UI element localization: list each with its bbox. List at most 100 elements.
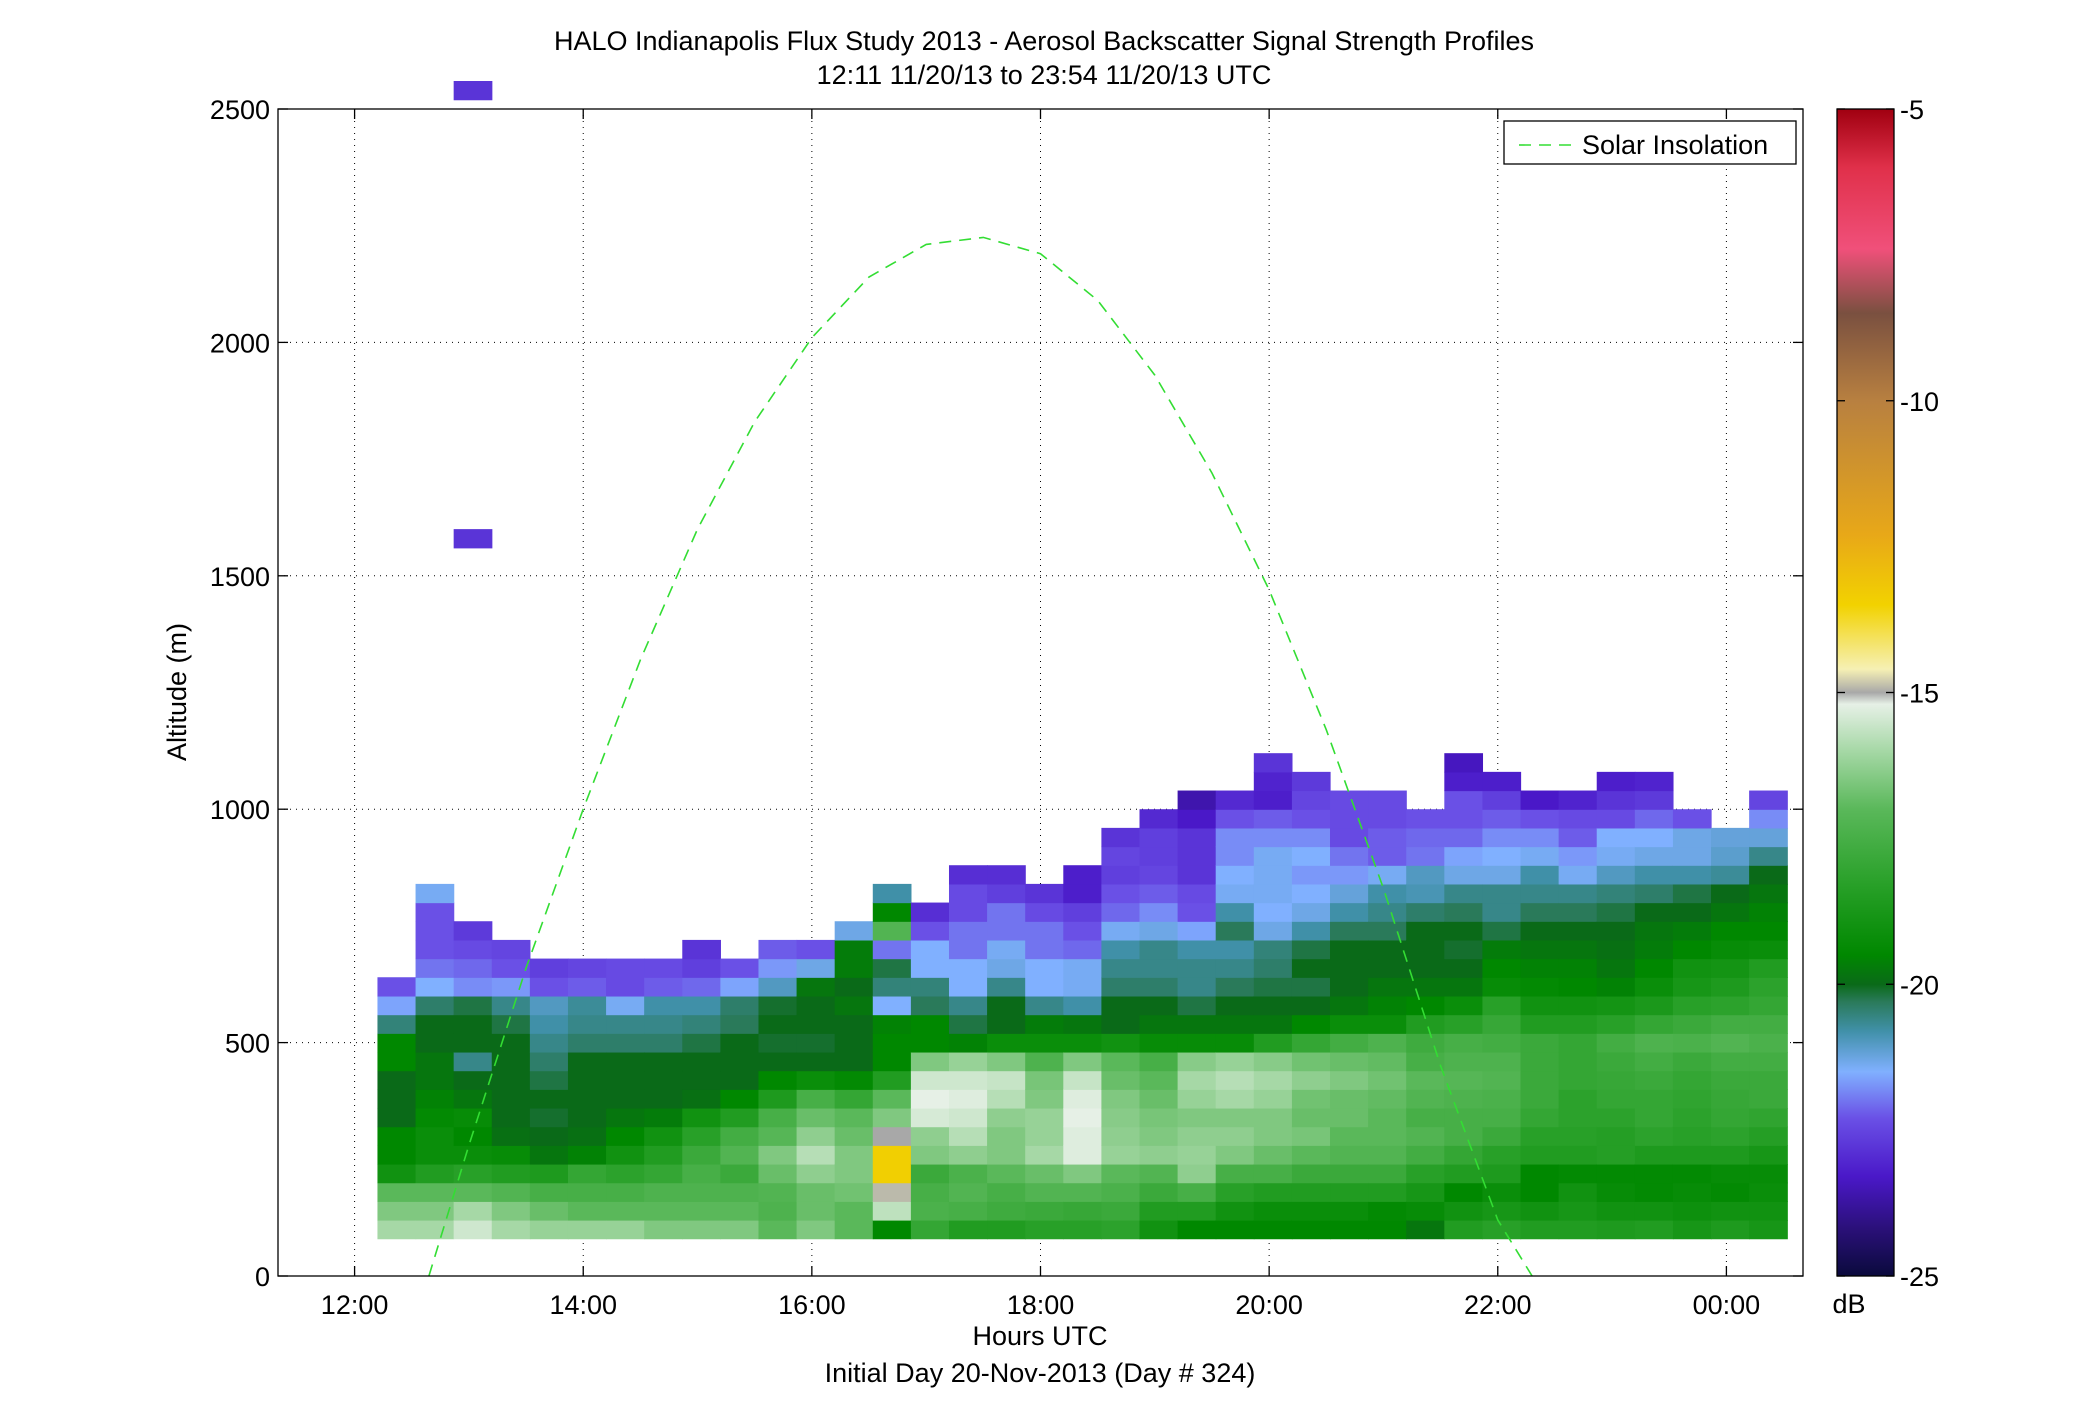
heatmap-cell (987, 883, 1026, 904)
heatmap-cell (1291, 1182, 1331, 1202)
heatmap-cell (453, 1070, 493, 1090)
heatmap-cell (796, 995, 836, 1016)
heatmap-cell (1482, 1219, 1522, 1240)
heatmap-cell (1063, 1126, 1102, 1146)
heatmap-cell (529, 1051, 569, 1072)
heatmap-cell (834, 1033, 874, 1053)
heatmap-cell (1482, 883, 1522, 904)
heatmap-cell (1634, 1145, 1674, 1165)
heatmap-cell (1596, 1219, 1636, 1240)
heatmap-cell (644, 1219, 683, 1240)
heatmap-cell (1330, 921, 1369, 941)
heatmap-cell (1558, 977, 1598, 997)
heatmap-cell (415, 883, 455, 904)
heatmap-cell (948, 939, 988, 960)
heatmap-cell (453, 977, 493, 997)
heatmap-cell (1520, 995, 1560, 1016)
heatmap-cell (1139, 995, 1179, 1016)
heatmap-cell (1101, 1126, 1141, 1146)
heatmap-cell (377, 977, 417, 997)
heatmap-cell (1749, 1033, 1788, 1053)
heatmap-cell (1482, 1070, 1522, 1090)
heatmap-cell (1177, 1089, 1217, 1109)
heatmap-cell (529, 995, 569, 1016)
heatmap-cell (644, 1014, 683, 1034)
heatmap-cell (1558, 1126, 1598, 1146)
heatmap-cell (491, 1014, 531, 1034)
heatmap-cell (1749, 1126, 1788, 1146)
heatmap-cell (491, 958, 531, 978)
heatmap-cell (1063, 1163, 1102, 1184)
heatmap-cell (377, 1051, 417, 1072)
heatmap-cell (1177, 921, 1217, 941)
heatmap-cell (377, 1201, 417, 1221)
heatmap-cell (415, 958, 455, 978)
y-tick-label: 1500 (210, 562, 270, 592)
heatmap-cell (1253, 753, 1293, 773)
heatmap-cell (987, 958, 1026, 978)
heatmap-cell (606, 1051, 645, 1072)
heatmap-cell (987, 977, 1026, 997)
heatmap-cell (1672, 846, 1712, 866)
heatmap-cell (606, 1182, 645, 1202)
heatmap-cell (377, 1014, 417, 1034)
heatmap-cell (796, 1163, 836, 1184)
heatmap-cell (758, 1126, 798, 1146)
heatmap-cell (606, 1089, 645, 1109)
heatmap-cell (1444, 1182, 1484, 1202)
heatmap-cell (1063, 1107, 1102, 1128)
heatmap-cell (910, 1201, 950, 1221)
heatmap-cell (758, 939, 798, 960)
heatmap-cell (1749, 1182, 1788, 1202)
heatmap-cell (644, 1107, 683, 1128)
heatmap-cell (1291, 977, 1331, 997)
heatmap-cell (1025, 1070, 1064, 1090)
heatmap-cell (1711, 1182, 1750, 1202)
heatmap-cell (1520, 1070, 1560, 1090)
heatmap-cell (1330, 1163, 1369, 1184)
heatmap-cell (1672, 883, 1712, 904)
heatmap-cell (1177, 977, 1217, 997)
heatmap-cell (682, 1070, 721, 1090)
heatmap-cell (1444, 1145, 1484, 1165)
heatmap-cell (834, 1201, 874, 1221)
heatmap-cell (1101, 939, 1141, 960)
heatmap-cell (1749, 1145, 1788, 1165)
heatmap-cell (453, 1089, 493, 1109)
heatmap-cell (1444, 883, 1484, 904)
heatmap-cell (1444, 1033, 1484, 1053)
heatmap-cell (872, 1182, 912, 1202)
heatmap-cell (491, 1163, 531, 1184)
heatmap-cell (682, 1014, 721, 1034)
heatmap-cell (682, 939, 721, 960)
heatmap-cell (948, 1163, 988, 1184)
heatmap-cell (1444, 771, 1484, 792)
heatmap-cell (1139, 1070, 1179, 1090)
heatmap-cell (529, 1070, 569, 1090)
heatmap-cell (1101, 995, 1141, 1016)
heatmap-cell (1749, 1070, 1788, 1090)
heatmap-cell (1063, 1201, 1102, 1221)
heatmap-cell (796, 939, 836, 960)
heatmap-cell (1368, 1219, 1407, 1240)
heatmap-cell (1215, 1163, 1255, 1184)
heatmap-cell (1330, 1033, 1369, 1053)
heatmap-cell (987, 1145, 1026, 1165)
heatmap-cell (1330, 902, 1369, 922)
heatmap-cell (1596, 790, 1636, 810)
heatmap-cell (1215, 883, 1255, 904)
heatmap-cell (1749, 958, 1788, 978)
heatmap-cell (1101, 1014, 1141, 1034)
heatmap-cell (948, 1107, 988, 1128)
heatmap-cell (1101, 1033, 1141, 1053)
heatmap-cell (1063, 1014, 1102, 1034)
heatmap-cell (1253, 1182, 1293, 1202)
heatmap-cell (1558, 846, 1598, 866)
heatmap-cell (1139, 1201, 1179, 1221)
heatmap-cell (567, 1126, 607, 1146)
heatmap-cell (1025, 902, 1064, 922)
heatmap-cell (1101, 958, 1141, 978)
heatmap-cell (1215, 846, 1255, 866)
heatmap-cell (1215, 995, 1255, 1016)
heatmap-cell (491, 1051, 531, 1072)
